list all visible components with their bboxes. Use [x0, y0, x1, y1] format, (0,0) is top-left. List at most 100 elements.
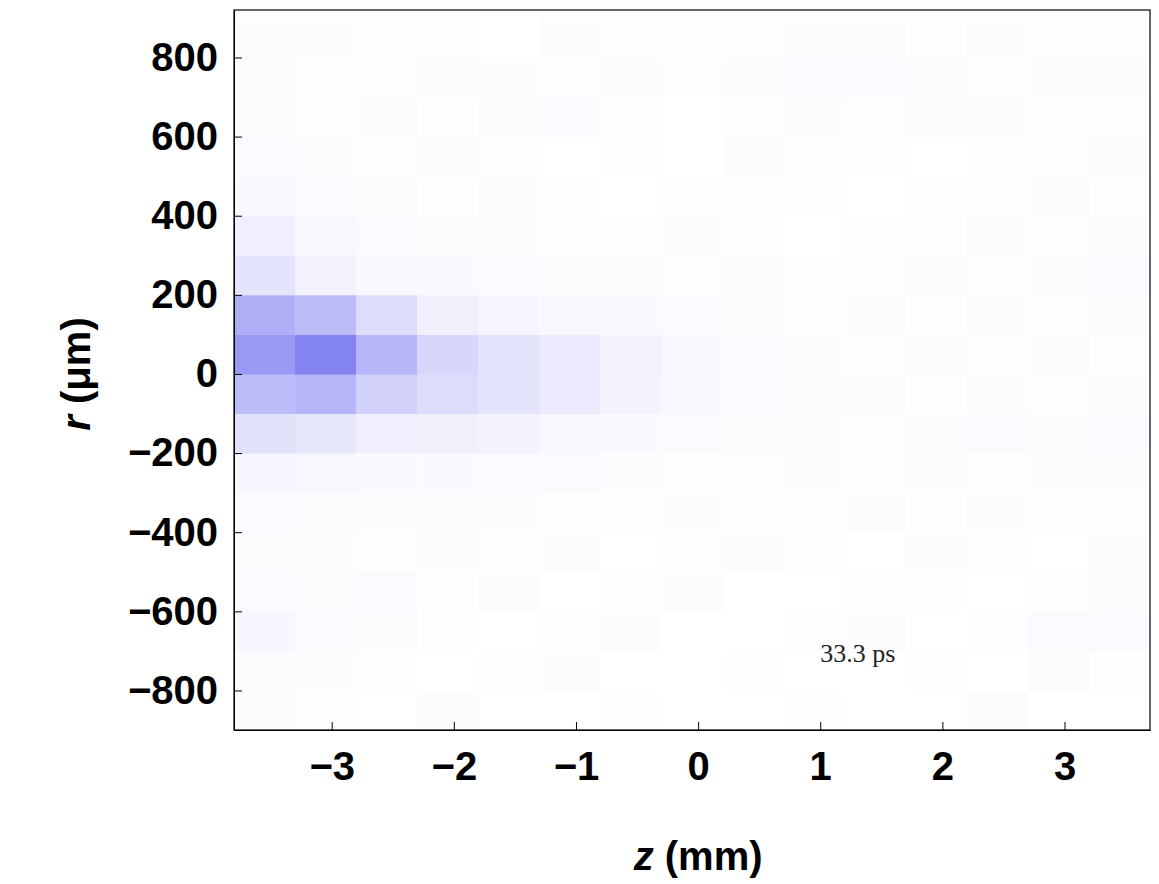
heatmap-cell	[1089, 334, 1150, 374]
heatmap-cell	[478, 176, 540, 216]
heatmap-cell	[723, 690, 785, 730]
heatmap-cell	[356, 651, 418, 691]
heatmap-cell	[661, 374, 723, 414]
heatmap-cell	[600, 216, 662, 256]
heatmap-cell	[1089, 137, 1150, 177]
heatmap-cell	[356, 532, 418, 572]
y-tick-label: 200	[151, 272, 218, 316]
heatmap-cell	[539, 176, 601, 216]
heatmap-cell	[600, 690, 662, 730]
x-tick-label: −3	[309, 744, 355, 788]
heatmap-cell	[600, 374, 662, 414]
heatmap-cell	[600, 572, 662, 612]
heatmap-cell	[784, 137, 846, 177]
heatmap-cell	[295, 453, 357, 493]
heatmap-cell	[845, 176, 907, 216]
heatmap-cell	[723, 453, 785, 493]
heatmap-cell	[1028, 137, 1090, 177]
y-tick-label: 400	[151, 193, 218, 237]
heatmap-cell	[967, 255, 1029, 295]
heatmap-cell	[356, 690, 418, 730]
heatmap-cell	[661, 611, 723, 651]
heatmap-cell	[234, 374, 296, 414]
heatmap-cell	[723, 493, 785, 533]
heatmap-cell	[356, 176, 418, 216]
heatmap-cell	[1028, 334, 1090, 374]
heatmap-cell	[600, 137, 662, 177]
heatmap-cell	[1028, 255, 1090, 295]
heatmap-cell	[906, 57, 968, 97]
heatmap-cell	[539, 611, 601, 651]
heatmap-cell	[600, 255, 662, 295]
y-tick: 400	[151, 193, 242, 237]
heatmap-cell	[356, 611, 418, 651]
heatmap-cell	[723, 97, 785, 137]
heatmap-cell	[600, 18, 662, 58]
heatmap-cell	[356, 334, 418, 374]
heatmap-cell	[295, 18, 357, 58]
heatmap-cell	[539, 295, 601, 335]
heatmap-cell	[417, 572, 479, 612]
heatmap-cell	[295, 255, 357, 295]
heatmap-cell	[906, 572, 968, 612]
chart: −3−2−10123−800−600−400−2000200400600800z…	[0, 0, 1159, 884]
heatmap-cell	[295, 176, 357, 216]
heatmap-cell	[906, 453, 968, 493]
heatmap-cell	[784, 57, 846, 97]
heatmap-cell	[1028, 532, 1090, 572]
heatmap-cell	[845, 493, 907, 533]
heatmap-cell	[234, 611, 296, 651]
heatmap-cell	[600, 611, 662, 651]
heatmap-cell	[539, 216, 601, 256]
heatmap-cell	[845, 453, 907, 493]
heatmap-cell	[478, 374, 540, 414]
heatmap-cell	[417, 176, 479, 216]
heatmap-cell	[539, 334, 601, 374]
heatmap-cell	[845, 374, 907, 414]
heatmap-cell	[967, 176, 1029, 216]
heatmap-cell	[539, 137, 601, 177]
heatmap-cell	[1028, 57, 1090, 97]
heatmap-cell	[234, 453, 296, 493]
heatmap-cell	[723, 18, 785, 58]
heatmap-cell	[906, 651, 968, 691]
heatmap-cell	[356, 57, 418, 97]
heatmap-cell	[478, 493, 540, 533]
heatmap-cell	[1028, 690, 1090, 730]
heatmap-cell	[478, 690, 540, 730]
heatmap-cell	[295, 532, 357, 572]
heatmap-cell	[967, 414, 1029, 454]
heatmap-cell	[906, 414, 968, 454]
heatmap-cell	[723, 572, 785, 612]
heatmap-cell	[1089, 453, 1150, 493]
y-axis: −800−600−400−2000200400600800	[128, 11, 242, 731]
heatmap-cell	[539, 453, 601, 493]
heatmap-cell	[906, 97, 968, 137]
heatmap-cell	[600, 97, 662, 137]
heatmap-cell	[845, 57, 907, 97]
heatmap-cell	[295, 611, 357, 651]
heatmap-cell	[295, 137, 357, 177]
heatmap	[234, 18, 1150, 730]
heatmap-cell	[417, 374, 479, 414]
heatmap-cell	[478, 97, 540, 137]
heatmap-cell	[600, 176, 662, 216]
y-tick-mark	[234, 690, 242, 691]
heatmap-cell	[295, 374, 357, 414]
x-axis: −3−2−10123	[235, 722, 1151, 788]
heatmap-cell	[723, 57, 785, 97]
heatmap-cell	[784, 572, 846, 612]
heatmap-cell	[1089, 374, 1150, 414]
heatmap-cell	[1089, 651, 1150, 691]
heatmap-cell	[661, 57, 723, 97]
heatmap-cell	[417, 651, 479, 691]
x-tick-label: −1	[554, 744, 600, 788]
heatmap-cell	[356, 216, 418, 256]
heatmap-cell	[478, 414, 540, 454]
heatmap-cell	[906, 295, 968, 335]
heatmap-cell	[845, 334, 907, 374]
heatmap-cell	[784, 295, 846, 335]
x-tick-mark	[576, 722, 577, 730]
heatmap-cell	[845, 216, 907, 256]
heatmap-cell	[967, 18, 1029, 58]
